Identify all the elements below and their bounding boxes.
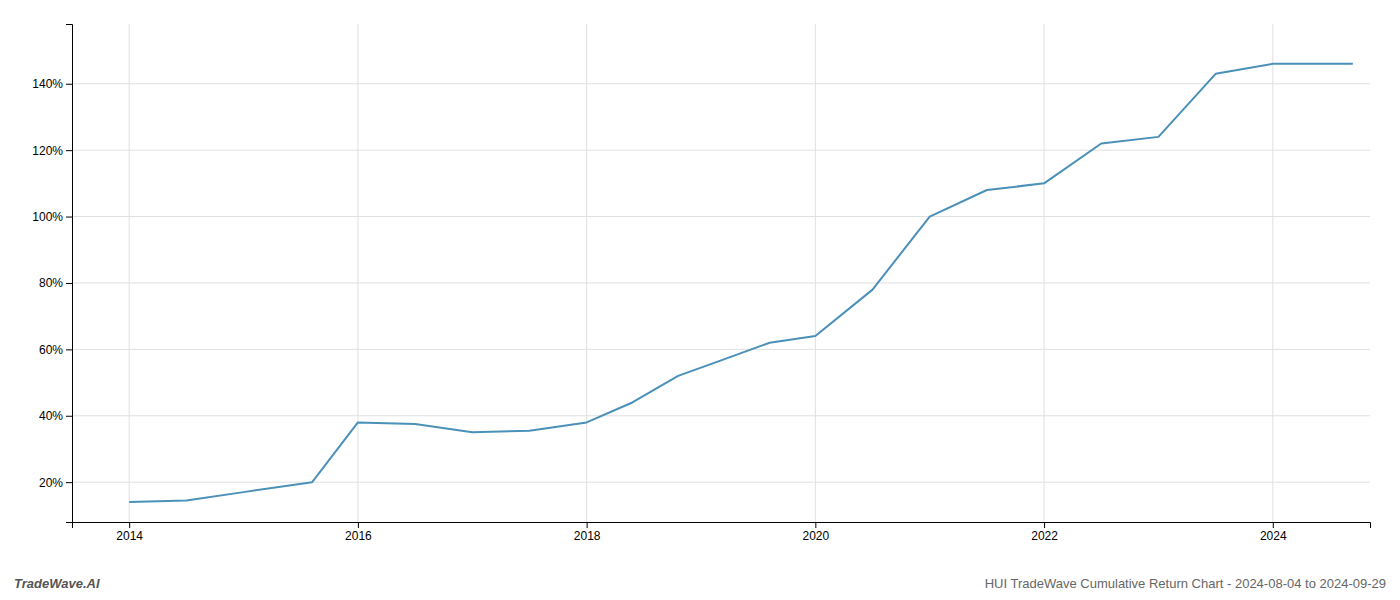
- y-tick-mark: [66, 84, 72, 85]
- y-tick-mark: [66, 217, 72, 218]
- y-grid-line: [72, 415, 1370, 416]
- background: [0, 0, 1400, 600]
- y-tick-label: 40%: [39, 409, 63, 423]
- x-tick-mark: [1273, 522, 1274, 528]
- x-grid-line: [815, 24, 816, 522]
- x-tick: 2014: [116, 522, 143, 543]
- y-tick-mark: [66, 283, 72, 284]
- y-grid-line: [72, 83, 1370, 84]
- plot: 2014 2016 2018 2020 2022 2024 20% 40% 60% 80% 100%…: [32, 24, 1370, 543]
- x-tick: 2018: [574, 522, 601, 543]
- y-tick-mark: [66, 416, 72, 417]
- x-grid-line: [1272, 24, 1273, 522]
- y-grid-line: [72, 349, 1370, 350]
- y-tick-label: 60%: [39, 343, 63, 357]
- y-tick-mark: [66, 482, 72, 483]
- y-tick-mark: [66, 349, 72, 350]
- x-tick-label: 2022: [1031, 529, 1058, 543]
- marks: [129, 64, 1353, 502]
- x-grid-line: [1044, 24, 1045, 522]
- x-grid-line: [129, 24, 130, 522]
- x-tick-label: 2014: [116, 529, 143, 543]
- y-tick: 20%: [39, 476, 72, 490]
- y-tick: 60%: [39, 343, 72, 357]
- x-tick: 2020: [802, 522, 829, 543]
- x-tick-label: 2020: [802, 529, 829, 543]
- y-tick-mark: [66, 150, 72, 151]
- x-tick-mark: [587, 522, 588, 528]
- x-grid-line: [357, 24, 358, 522]
- x-axis-line: [73, 523, 1371, 529]
- title: HUI TradeWave Cumulative Return Chart - …: [985, 576, 1386, 591]
- y-tick: 80%: [39, 276, 72, 290]
- y-tick-label: 20%: [39, 476, 63, 490]
- x-tick-mark: [815, 522, 816, 528]
- y-tick: 100%: [32, 210, 72, 224]
- y-tick-label: 100%: [32, 210, 63, 224]
- x-tick-label: 2018: [574, 529, 601, 543]
- y-tick-label: 120%: [32, 144, 63, 158]
- y-tick-label: 80%: [39, 276, 63, 290]
- y-axis: 20% 40% 60% 80% 100% 120% 140%: [32, 25, 72, 523]
- chart: 2014 2016 2018 2020 2022 2024 20% 40% 60% 80% 100%…: [0, 0, 1400, 600]
- y-tick: 140%: [32, 77, 72, 91]
- y-grid-line: [72, 282, 1370, 283]
- x-tick-label: 2016: [345, 529, 372, 543]
- y-grid-line: [72, 216, 1370, 217]
- x-tick-label: 2024: [1260, 529, 1287, 543]
- y-grid-line: [72, 150, 1370, 151]
- x-tick: 2024: [1260, 522, 1287, 543]
- y-tick: 40%: [39, 409, 72, 423]
- x-tick: 2016: [345, 522, 372, 543]
- y-tick: 120%: [32, 144, 72, 158]
- x-axis: 2014 2016 2018 2020 2022 2024: [73, 522, 1371, 543]
- grid: [72, 24, 1370, 522]
- x-tick-mark: [358, 522, 359, 528]
- y-grid-line: [72, 482, 1370, 483]
- y-tick-label: 140%: [32, 77, 63, 91]
- line: [129, 64, 1353, 502]
- x-tick-mark: [1044, 522, 1045, 528]
- x-grid-line: [586, 24, 587, 522]
- y-axis-line: [66, 25, 73, 523]
- watermark: TradeWave.AI: [14, 576, 100, 591]
- x-tick: 2022: [1031, 522, 1058, 543]
- x-tick-mark: [129, 522, 130, 528]
